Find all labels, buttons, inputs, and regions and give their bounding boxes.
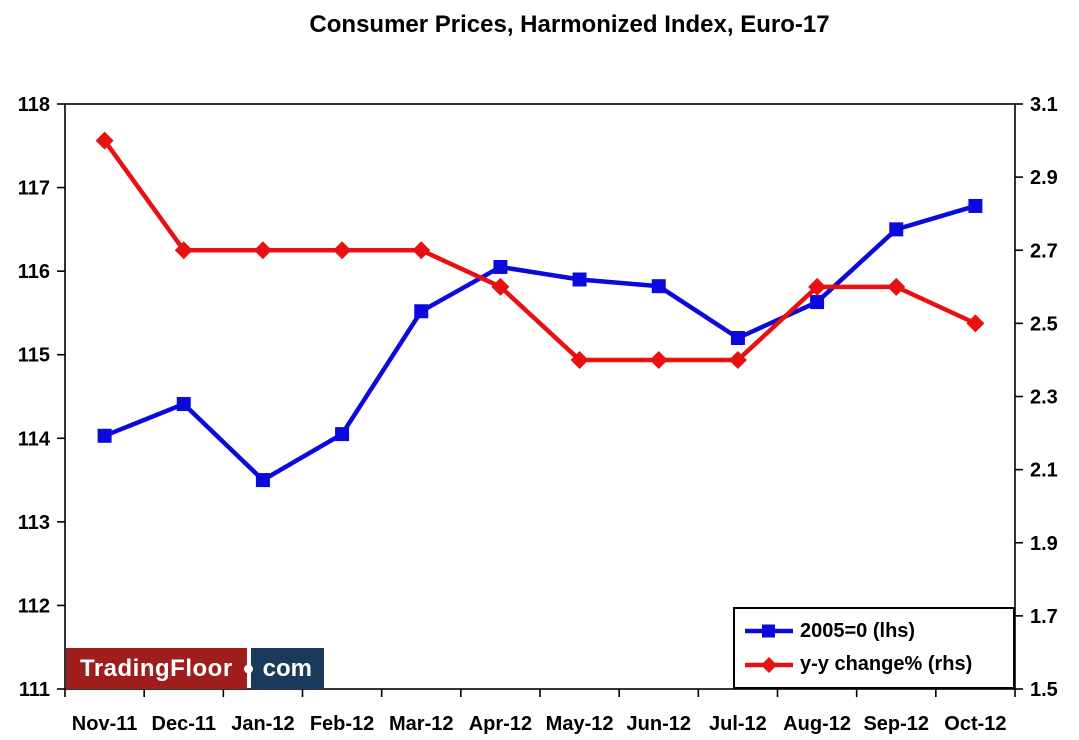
right-axis-tick-label: 1.7 [1030,606,1058,628]
tradingfloor-logo: TradingFloor com [66,648,325,689]
logo-com-label: com [262,654,313,682]
x-axis-label: Jan-12 [231,713,294,735]
left-axis-tick-label: 115 [18,345,50,367]
x-axis-label: May-12 [546,713,614,735]
left-axis-tick-label: 118 [18,94,50,116]
x-axis-label: Sep-12 [863,713,929,735]
x-axis-label: Jun-12 [627,713,691,735]
data-point-diamond-marker [570,350,589,369]
data-point-square-marker [651,279,666,294]
left-axis-tick-label: 117 [18,178,50,200]
data-point-square-marker [255,473,270,488]
legend-label-lhs: 2005=0 (lhs) [800,619,916,642]
data-point-square-marker [968,198,983,213]
series-line-lhs [103,203,977,483]
right-axis-tick-label: 1.9 [1030,533,1058,555]
data-point-diamond-marker [333,241,352,260]
legend-item-lhs: 2005=0 (lhs) [745,620,1013,643]
data-point-diamond-marker [412,241,431,260]
logo-tradingfloor-box: TradingFloor [66,648,247,689]
data-point-diamond-marker [174,241,193,260]
x-axis-label: Oct-12 [944,713,1006,735]
right-axis-tick-label: 2.7 [1030,240,1058,262]
right-axis-tick-label: 2.3 [1030,387,1058,409]
data-point-square-marker [97,428,112,443]
data-point-diamond-marker [966,314,985,333]
x-axis-label: Mar-12 [389,713,453,735]
data-point-square-marker [889,222,904,237]
logo-separator-dot-icon [243,664,253,673]
series-line-rhs [102,139,977,363]
data-point-square-marker [176,397,191,412]
x-axis-label: Aug-12 [783,713,851,735]
data-point-diamond-marker [887,277,906,296]
data-point-diamond-marker [649,350,668,369]
left-axis-tick-label: 113 [18,512,50,534]
data-point-diamond-marker [728,350,747,369]
legend-label-rhs: y-y change% (rhs) [800,653,973,676]
right-axis-tick-label: 2.9 [1030,167,1058,189]
data-point-square-marker [810,295,825,310]
data-point-diamond-marker [491,277,510,296]
left-axis-tick-label: 111 [19,679,50,701]
legend-diamond-marker-icon [745,656,793,673]
legend-item-rhs: y-y change% (rhs) [745,653,1013,676]
right-axis-tick-label: 3.1 [1030,94,1058,116]
data-point-diamond-marker [808,277,827,296]
x-axis-label: Nov-11 [72,713,138,735]
x-axis-label: Feb-12 [310,713,374,735]
chart-frame [64,103,1016,690]
right-axis-tick-label: 1.5 [1030,679,1058,701]
right-axis-tick-label: 2.1 [1030,460,1058,482]
x-axis-label: Dec-11 [152,713,217,735]
legend-square-marker-icon [745,624,793,638]
x-axis-label: Apr-12 [469,713,532,735]
chart-title: Consumer Prices, Harmonized Index, Euro-… [309,11,830,38]
left-axis-tick-label: 116 [18,261,50,283]
left-axis-tick-label: 114 [18,428,51,450]
data-point-square-marker [414,304,429,319]
right-axis-tick-label: 2.5 [1030,313,1058,335]
data-point-square-marker [493,259,508,274]
left-axis-tick-label: 112 [18,595,50,617]
x-axis-label: Jul-12 [709,713,767,735]
data-point-square-marker [730,331,745,345]
data-point-diamond-marker [253,241,272,260]
logo-com-box: com [243,648,325,689]
data-point-diamond-marker [95,131,114,150]
data-point-square-marker [335,427,350,442]
data-point-square-marker [572,272,587,287]
legend: 2005=0 (lhs) y-y change% (rhs) [733,607,1015,689]
